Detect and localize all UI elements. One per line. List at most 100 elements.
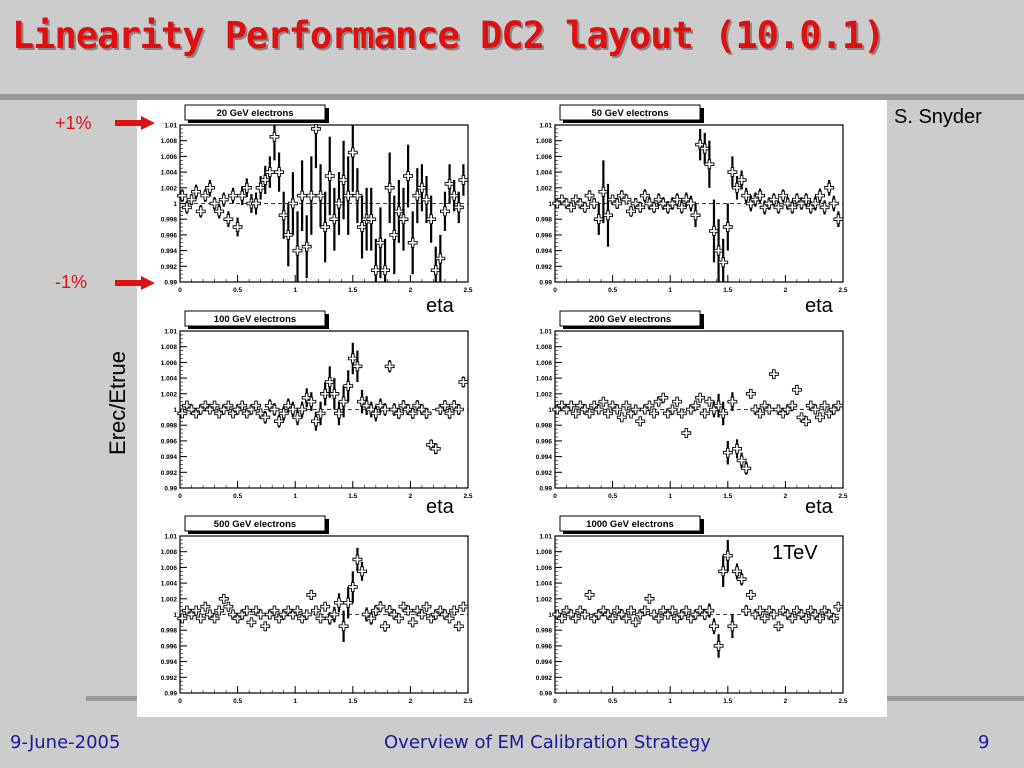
y-tick-label: 1.002 <box>161 185 178 192</box>
data-marker <box>718 566 729 577</box>
x-tick-label: 1.5 <box>723 698 732 705</box>
data-marker <box>384 361 395 372</box>
data-point <box>357 561 367 581</box>
data-marker <box>566 400 577 411</box>
data-marker <box>306 396 317 407</box>
data-marker <box>667 404 678 415</box>
data-point <box>320 191 331 263</box>
data-marker <box>745 589 756 600</box>
data-marker <box>759 202 770 213</box>
data-marker <box>722 550 733 561</box>
data-point <box>329 187 340 251</box>
y-tick-label: 0.996 <box>536 438 553 445</box>
chart-title: 1000 GeV electrons <box>586 519 674 530</box>
data-marker <box>306 589 317 600</box>
data-point <box>644 593 655 604</box>
data-marker <box>310 416 321 427</box>
data-point <box>209 613 220 624</box>
data-point <box>612 198 623 209</box>
data-point <box>223 211 234 228</box>
chart-title-shadow <box>700 108 704 122</box>
data-marker <box>440 206 450 217</box>
chart-title-shadow <box>188 531 329 534</box>
data-marker <box>626 408 636 419</box>
eta-label: eta <box>805 496 833 518</box>
data-point <box>593 203 604 235</box>
data-marker <box>453 621 464 632</box>
y-tick-label: 1.006 <box>536 565 553 572</box>
y-tick-label: 1.002 <box>161 596 178 603</box>
data-marker <box>630 404 641 415</box>
data-point <box>644 400 655 411</box>
data-marker <box>805 202 816 213</box>
data-point <box>370 405 381 422</box>
data-point <box>453 621 464 632</box>
data-point <box>828 613 839 624</box>
data-marker <box>635 202 646 213</box>
data-marker <box>177 613 188 624</box>
data-marker <box>338 396 349 407</box>
y-tick-label: 1.01 <box>164 329 177 336</box>
data-point <box>237 400 248 411</box>
data-point <box>255 609 266 620</box>
y-tick-label: 1.01 <box>539 534 552 541</box>
data-marker <box>232 613 243 624</box>
data-marker <box>440 400 450 411</box>
x-tick-label: 2 <box>784 287 788 294</box>
data-point <box>347 571 358 603</box>
x-tick-label: 1.5 <box>348 698 357 705</box>
data-marker <box>251 400 261 411</box>
data-marker <box>676 202 687 213</box>
data-marker <box>426 214 437 225</box>
data-marker <box>366 214 377 225</box>
data-point <box>301 215 312 279</box>
data-point <box>407 211 418 275</box>
data-point <box>589 198 600 209</box>
data-marker <box>297 404 308 415</box>
data-marker <box>810 198 821 209</box>
chart-title: 500 GeV electrons <box>214 519 296 530</box>
data-marker <box>709 404 719 415</box>
data-point <box>223 400 234 411</box>
data-marker <box>685 404 696 415</box>
data-point <box>658 392 669 403</box>
data-point <box>338 385 349 418</box>
data-point <box>713 219 724 282</box>
data-marker <box>566 202 577 213</box>
data-point <box>819 400 830 411</box>
y-tick-label: 1.01 <box>164 123 177 130</box>
data-point <box>458 601 469 612</box>
data-marker <box>732 182 742 193</box>
y-tick-label: 1 <box>548 201 552 208</box>
data-point <box>352 168 363 224</box>
data-point <box>209 400 220 411</box>
data-point <box>453 404 464 415</box>
data-point <box>722 440 733 465</box>
data-marker <box>709 621 719 632</box>
y-tick-label: 0.996 <box>161 643 178 650</box>
data-marker <box>750 609 761 620</box>
data-marker <box>824 182 835 193</box>
y-tick-label: 0.994 <box>536 659 553 666</box>
data-point <box>722 539 733 572</box>
x-tick-label: 0.5 <box>233 698 242 705</box>
data-marker <box>755 190 766 201</box>
y-tick-label: 1.002 <box>536 185 553 192</box>
data-point <box>177 613 188 624</box>
chart-title-shadow <box>188 326 329 329</box>
data-point <box>607 613 618 624</box>
data-marker <box>791 384 802 395</box>
data-point <box>745 589 756 600</box>
data-point <box>676 408 687 419</box>
y-tick-label: 1 <box>173 612 177 619</box>
data-point <box>430 443 441 455</box>
data-point <box>260 621 271 632</box>
y-tick-label: 1 <box>548 407 552 414</box>
y-tick-label: 0.994 <box>161 248 178 255</box>
data-marker <box>347 582 358 592</box>
data-point <box>241 605 252 616</box>
data-marker <box>552 404 563 415</box>
data-point <box>338 140 349 220</box>
chart-1000-gev: 1000 GeV electrons 0.99 0.992 0.994 0.996 0.9… <box>536 515 848 705</box>
data-point <box>718 555 729 588</box>
